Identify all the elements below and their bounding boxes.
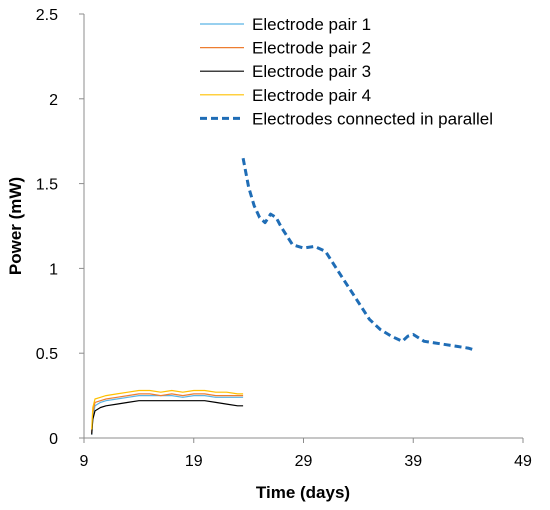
series-line-5: [241, 157, 475, 352]
legend-label-2: Electrode pair 2: [252, 39, 371, 58]
legend-label-5: Electrodes connected in parallel: [252, 109, 493, 128]
x-tick-label: 39: [404, 453, 422, 470]
y-tick-label: 2.5: [36, 7, 58, 24]
legend-label-3: Electrode pair 3: [252, 62, 371, 81]
y-axis-title: Power (mW): [6, 177, 25, 275]
y-tick-label: 2: [49, 92, 58, 109]
legend-label-1: Electrode pair 1: [252, 15, 371, 34]
x-tick-label: 9: [80, 453, 89, 470]
series-line-3: [91, 400, 244, 435]
legend-label-4: Electrode pair 4: [252, 86, 371, 105]
plot-area: [91, 157, 475, 435]
x-tick-label: 29: [295, 453, 313, 470]
legend: Electrode pair 1 Electrode pair 2 Electrod…: [200, 15, 493, 128]
y-tick-label: 0.5: [36, 346, 58, 363]
series-line-4: [91, 389, 244, 430]
x-tick-label: 49: [514, 453, 532, 470]
y-tick-label: 0: [49, 431, 58, 448]
tick-labels: 9 19 29 39 49 0 0.5 1 1.5 2 2.5: [36, 7, 532, 470]
y-tick-label: 1: [49, 261, 58, 278]
series-line-2: [91, 393, 244, 433]
x-tick-label: 19: [185, 453, 203, 470]
series-line-1: [91, 395, 244, 435]
y-tick-label: 1.5: [36, 177, 58, 194]
x-axis-title: Time (days): [256, 483, 350, 502]
